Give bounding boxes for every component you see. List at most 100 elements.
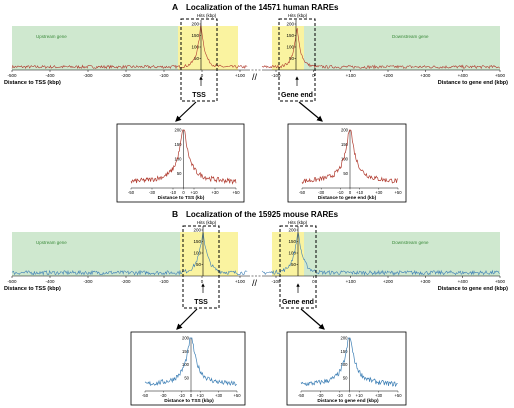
zoom-y-tick: 100 (341, 362, 349, 367)
zoom-y-tick: 50 (177, 171, 182, 176)
ticks-b-right: -100 0 +100 +200 +300 +400 +500 (271, 276, 506, 284)
zoom-x-tick: 0 (182, 190, 185, 195)
x-tick-label: -100 (271, 279, 281, 284)
x-tick-label: +500 (495, 73, 506, 78)
y-tick-label: 150 (286, 33, 294, 38)
trace-a-tss (11, 24, 248, 70)
tss-label-a: TSS (192, 92, 206, 99)
zoom-y-tick: 150 (341, 349, 349, 354)
y-tick-label: 150 (288, 239, 296, 244)
x-tick-label: 0 (312, 279, 315, 284)
zoom-x-tick: -50 (142, 393, 149, 398)
x-tick-label: 0 (312, 73, 315, 78)
trace-b-tss (11, 232, 248, 276)
upstream-region-b (12, 232, 162, 276)
y-tick-label: 100 (288, 251, 296, 256)
zoom-x-tick: 0 (349, 190, 352, 195)
x-tick-label: -400 (45, 73, 55, 78)
zoom-panel-b-gene-end (286, 331, 407, 406)
x-tick-label: -500 (7, 73, 17, 78)
y-tick-label: 150 (193, 239, 201, 244)
zoom-x-tick: +30 (211, 190, 219, 195)
y-tick-label: 50 (289, 56, 295, 61)
zoom-y-tick: 50 (343, 171, 348, 176)
zoom-chart-b-gene-end: -50 -30 -10 0 +10 +30 +50 50 100 150 200 (298, 336, 402, 399)
y-tick-label: 200 (286, 22, 294, 27)
zoom-y-tick: 200 (341, 336, 349, 341)
panel-b: B Localization of the 15925 mouse RAREs … (4, 209, 508, 406)
x-tick-label: +400 (458, 73, 469, 78)
gene-end-label-b: Gene end (282, 299, 314, 306)
x-tick-label: 0 (201, 279, 204, 284)
x-tick-label: +500 (495, 279, 506, 284)
y-tick-label: 50 (196, 262, 202, 267)
tss-region-a (178, 26, 238, 70)
y-tick-label: 200 (288, 228, 296, 233)
hits-label-a-right: Hits (kbp) (288, 13, 308, 18)
y-tick-label: 150 (191, 33, 199, 38)
x-tick-label: -200 (121, 279, 131, 284)
upstream-label-b: Upstream gene (36, 240, 67, 245)
zoom-x-tick: -10 (179, 393, 186, 398)
ticks-a-left: -500 -400 -300 -200 -100 0 +100 (7, 70, 246, 78)
gene-end-zoom-box-a (278, 18, 316, 102)
x-tick-label: +100 (235, 279, 246, 284)
xlabel-a-left: Distance to TSS (kbp) (4, 80, 61, 86)
zoom-x-tick: -10 (170, 190, 177, 195)
gene-end-zoom-box-b (279, 225, 317, 309)
downstream-region-b (304, 232, 500, 276)
hits-label-b-right: Hits (kbp) (288, 220, 308, 225)
zoom-panel-a-tss (116, 123, 245, 203)
ticks-a-right: -100 0 +100 +200 +300 +400 +500 (271, 70, 506, 78)
gene-end-label-a: Gene end (281, 92, 313, 99)
zoom-x-tick: -50 (128, 190, 135, 195)
y-tick-label: 100 (191, 45, 199, 50)
x-tick-label: 0 (201, 73, 204, 78)
zoom-panel-b-tss (130, 331, 246, 406)
zoom-x-tick: -10 (337, 393, 344, 398)
zoom-x-tick: +50 (233, 393, 241, 398)
x-tick-label: +300 (420, 279, 431, 284)
y-tick-label: 200 (191, 22, 199, 27)
zoom-y-tick: 150 (175, 142, 183, 147)
zoom-x-tick: +50 (394, 190, 402, 195)
zoom-x-tick: -30 (160, 393, 167, 398)
panel-a: A Localization of the 14571 human RAREs … (4, 2, 508, 203)
x-tick-label: +300 (420, 73, 431, 78)
upstream-label-a: Upstream gene (36, 34, 67, 39)
zoom-x-tick: +30 (375, 393, 383, 398)
zoom-x-tick: +50 (394, 393, 402, 398)
y-tick-label: 200 (193, 228, 201, 233)
gene-end-region-b (272, 232, 304, 276)
x-tick-label: -300 (83, 279, 93, 284)
zoom-x-tick: +10 (356, 190, 364, 195)
downstream-label-b: Downstream gene (392, 240, 429, 245)
y-tick-label: 100 (193, 251, 201, 256)
zoom-x-tick: -30 (317, 393, 324, 398)
x-tick-label: -400 (45, 279, 55, 284)
downstream-region-a (304, 26, 500, 70)
zoom-x-tick: -30 (149, 190, 156, 195)
zoom-a-left-xlabel: Distance to TSS (kb) (158, 195, 205, 201)
zoom-b-left-xlabel: Distance to TSS (kbp) (164, 398, 214, 404)
zoom-x-tick: +50 (232, 190, 240, 195)
zoom-x-tick: +10 (190, 190, 198, 195)
xlabel-b-left: Distance to TSS (kbp) (4, 286, 61, 292)
xlabel-b-right: Distance to gene end (kbp) (438, 286, 508, 292)
zoom-panel-a-gene-end (287, 123, 407, 203)
panel-b-title: Localization of the 15925 mouse RAREs (186, 210, 339, 219)
zoom-y-tick: 150 (182, 349, 190, 354)
zoom-x-tick: +10 (356, 393, 364, 398)
zoom-trace (130, 129, 237, 185)
x-tick-label: +100 (346, 279, 357, 284)
tss-zoom-box-a (180, 18, 218, 102)
y-tick-label: 100 (286, 45, 294, 50)
zoom-x-tick: +30 (215, 393, 223, 398)
zoom-x-tick: -30 (318, 190, 325, 195)
upstream-region-a (12, 26, 162, 70)
x-tick-label: -200 (121, 73, 131, 78)
zoom-x-tick: 0 (190, 393, 193, 398)
zoom-y-tick: 150 (341, 142, 349, 147)
zoom-y-tick: 100 (341, 157, 349, 162)
